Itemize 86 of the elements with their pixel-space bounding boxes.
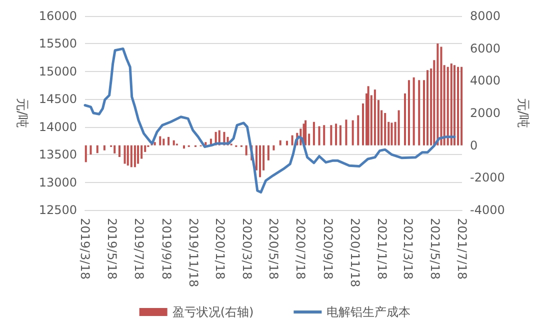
- bar: [118, 145, 120, 157]
- bar: [339, 125, 342, 146]
- bar: [460, 66, 463, 146]
- legend-label: 电解铝生产成本: [326, 305, 411, 319]
- bar: [168, 136, 170, 146]
- bar: [286, 140, 288, 146]
- x-tick-label: 2020/11/18: [348, 218, 362, 288]
- bar: [357, 115, 360, 146]
- x-tick-label: 2019/7/18: [132, 218, 146, 280]
- bar: [130, 145, 132, 168]
- bar: [272, 145, 275, 150]
- bar: [440, 46, 442, 146]
- y2-tick-label: 2000: [470, 106, 501, 120]
- bar: [259, 145, 262, 178]
- bar: [172, 140, 175, 146]
- bar: [267, 145, 270, 160]
- bar: [453, 65, 456, 146]
- bar: [335, 124, 338, 146]
- bar: [279, 140, 282, 146]
- bar: [330, 125, 332, 146]
- x-tick-label: 2020/7/18: [294, 218, 308, 280]
- x-tick-label: 2019/3/18: [78, 218, 92, 280]
- bar: [450, 64, 452, 146]
- bar: [345, 120, 348, 146]
- bar: [446, 66, 449, 146]
- bar: [96, 145, 98, 154]
- bar: [90, 145, 92, 155]
- y-tick-label: 16000: [38, 9, 77, 23]
- bar: [318, 126, 320, 146]
- bar: [103, 145, 106, 150]
- line-series: [84, 47, 456, 194]
- bar: [412, 77, 415, 146]
- y-tick-label: 13000: [38, 175, 77, 190]
- x-tick-label: 2020/5/18: [266, 218, 281, 280]
- bar: [457, 66, 460, 146]
- legend-label: 盈亏状况(右轴): [172, 305, 254, 319]
- bar: [291, 135, 294, 146]
- bar: [134, 145, 136, 168]
- y-axis-title: 元/吨: [14, 98, 29, 128]
- bar: [84, 145, 87, 162]
- bar: [408, 80, 410, 146]
- y-tick-label: 12500: [38, 203, 77, 217]
- bar: [137, 145, 140, 164]
- bar: [404, 93, 406, 146]
- y2-tick-label: 6000: [470, 41, 501, 56]
- bar: [245, 145, 248, 156]
- x-tick-label: 2021/7/18: [455, 218, 469, 280]
- x-tick-label: 2020/9/18: [321, 218, 336, 280]
- y-tick-label: 15500: [38, 36, 77, 51]
- bar: [183, 145, 185, 149]
- bar: [374, 90, 376, 146]
- bar: [304, 120, 307, 146]
- x-tick-label: 2019/9/18: [159, 218, 174, 280]
- bar: [162, 138, 165, 146]
- y-tick-label: 14500: [38, 92, 77, 106]
- y2-axis-title: 元/吨: [514, 98, 530, 128]
- x-tick-label: 2020/1/18: [213, 218, 228, 280]
- x-tick-label: 2021/5/18: [428, 218, 442, 280]
- y-tick-label: 13500: [38, 148, 77, 162]
- x-tick-label: 2019/5/18: [104, 218, 119, 280]
- bar: [398, 110, 400, 146]
- y2-tick-label: 4000: [470, 74, 501, 88]
- bar: [436, 43, 439, 146]
- x-tick-label: 2019/11/18: [186, 218, 200, 288]
- x-tick-label: 2021/3/18: [401, 218, 416, 280]
- x-tick-label: 2021/1/18: [375, 218, 390, 280]
- bar: [418, 80, 420, 146]
- bar: [367, 86, 370, 146]
- bar: [154, 142, 156, 146]
- bar: [323, 125, 326, 146]
- y-tick-label: 15000: [38, 64, 77, 78]
- y2-tick-label: -2000: [470, 170, 505, 185]
- bar: [384, 113, 386, 146]
- bar: [426, 70, 429, 146]
- x-tick-label: 2020/3/18: [240, 218, 254, 280]
- y-tick-label: 14000: [38, 120, 77, 134]
- bar: [124, 145, 126, 164]
- bar: [159, 136, 162, 146]
- bar: [312, 122, 315, 146]
- bar: [390, 122, 393, 146]
- bar: [114, 145, 116, 154]
- y2-tick-label: 8000: [470, 9, 501, 23]
- bar: [126, 145, 129, 166]
- bar: [352, 120, 354, 146]
- y2-tick-label: -4000: [470, 203, 505, 217]
- y2-tick-label: 0: [470, 138, 478, 152]
